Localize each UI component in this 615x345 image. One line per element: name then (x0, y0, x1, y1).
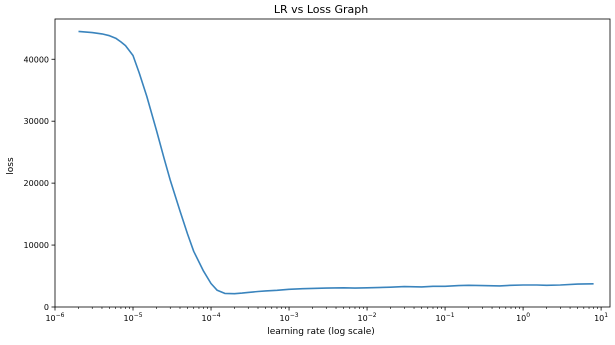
y-axis-label: loss (6, 157, 16, 175)
x-tick-label-exponent: 0 (526, 312, 530, 319)
x-tick-label-base: 10 (516, 314, 526, 323)
x-tick-label-exponent: 1 (604, 312, 608, 319)
x-tick-label-exponent: −4 (212, 312, 221, 319)
x-tick-label: 10−2 (358, 312, 377, 323)
x-tick-label-base: 10 (45, 314, 55, 323)
x-tick-label-exponent: −6 (56, 312, 65, 319)
x-tick-label-base: 10 (202, 314, 212, 323)
y-tick-label: 20000 (24, 179, 49, 188)
plot-frame (54, 18, 611, 308)
y-tick-label: 0 (44, 303, 49, 312)
x-tick-label-base: 10 (594, 314, 604, 323)
x-tick-label-exponent: −2 (368, 312, 377, 319)
y-tick-label: 30000 (24, 117, 49, 126)
x-tick-label-exponent: −3 (290, 312, 299, 319)
x-tick-label: 101 (594, 312, 608, 323)
x-tick-label-base: 10 (123, 314, 133, 323)
x-tick-label: 10−1 (436, 312, 455, 323)
plot-area: 10−6 10−5 10−4 10−3 10−2 10−1 100 1010100002000… (24, 18, 611, 323)
x-tick-label-exponent: −1 (446, 312, 455, 319)
x-tick-label-base: 10 (358, 314, 368, 323)
x-tick-label: 10−4 (202, 312, 221, 323)
x-tick-label: 100 (516, 312, 530, 323)
x-tick-label-exponent: −5 (134, 312, 143, 319)
chart-title: LR vs Loss Graph (274, 3, 368, 16)
x-tick-label: 10−5 (123, 312, 142, 323)
x-tick-label-base: 10 (436, 314, 446, 323)
x-axis-label: learning rate (log scale) (267, 327, 375, 337)
loss-curve (78, 30, 594, 295)
x-tick-label: 10−3 (280, 312, 299, 323)
x-tick-label: 10−6 (45, 312, 64, 323)
x-tick-label-base: 10 (280, 314, 290, 323)
y-tick-label: 10000 (24, 241, 49, 250)
y-tick-label: 40000 (24, 55, 49, 64)
